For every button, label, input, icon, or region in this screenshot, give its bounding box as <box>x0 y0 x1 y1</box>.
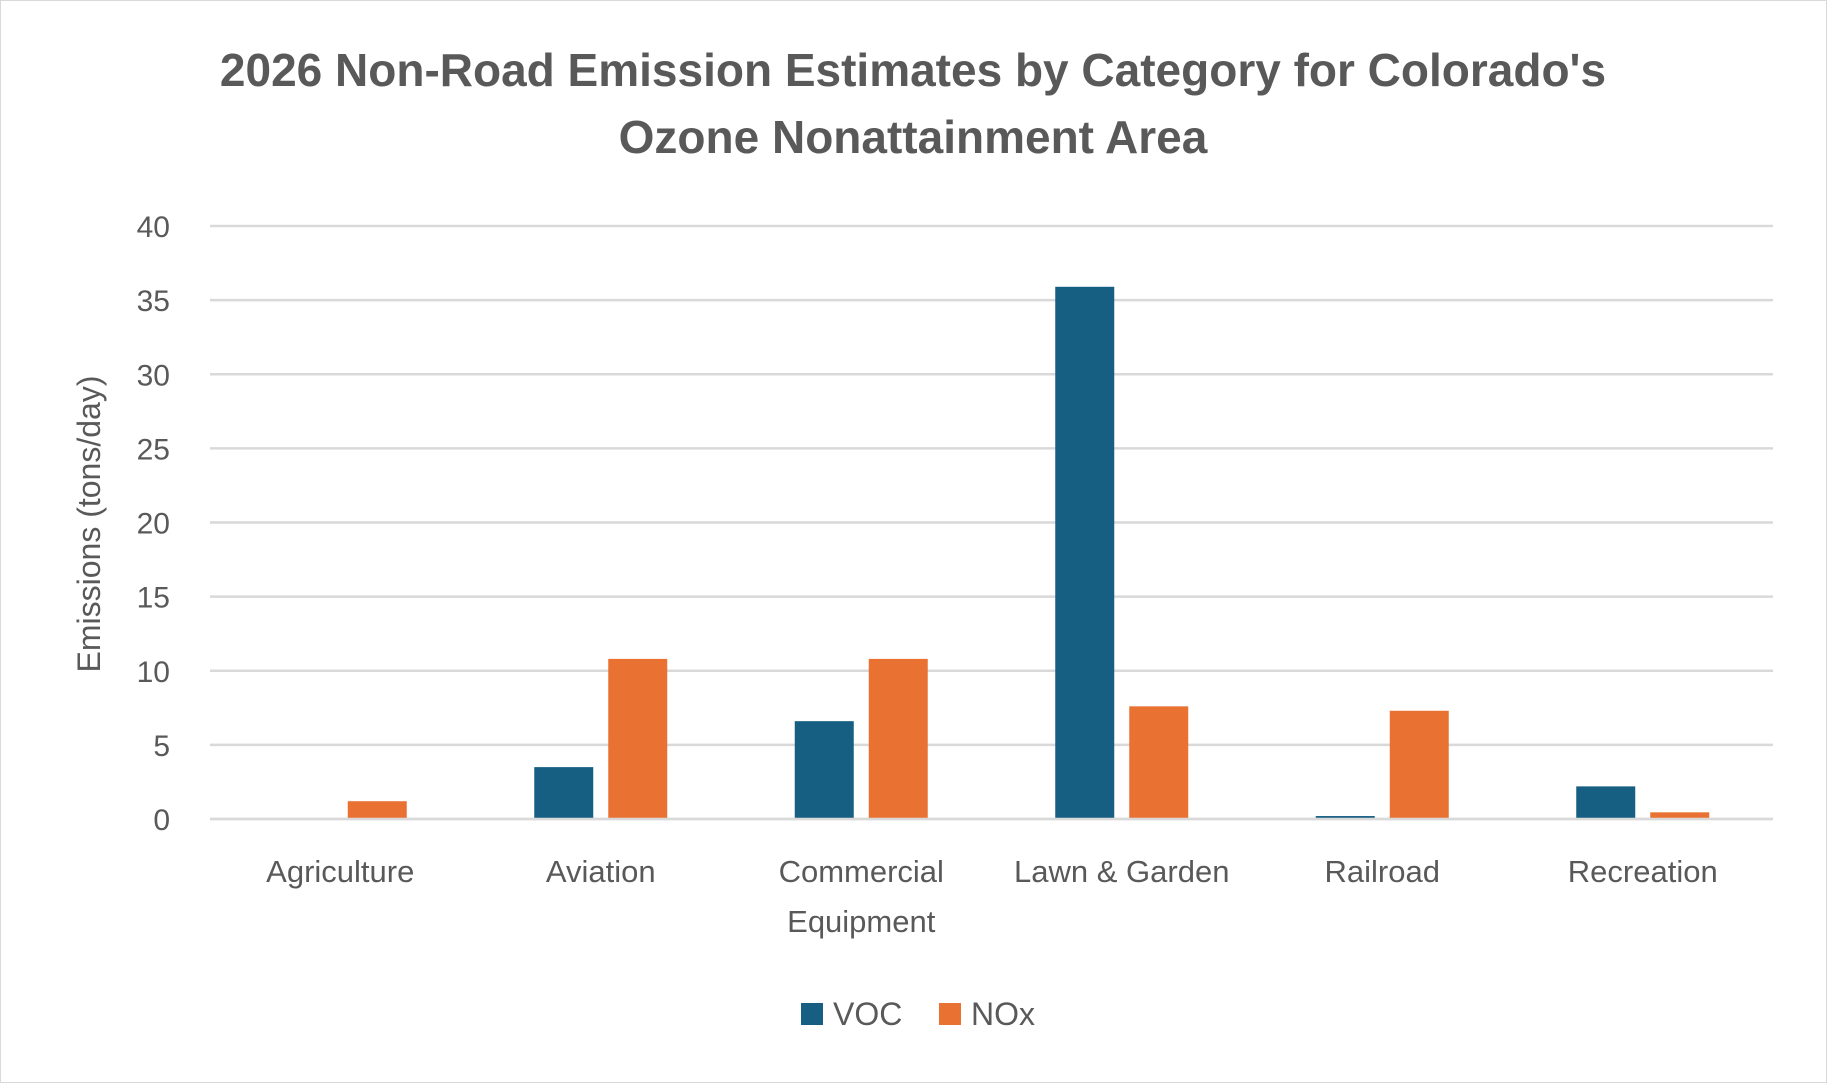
y-axis-label: Emissions (tons/day) <box>71 376 107 673</box>
x-tick-label: Aviation <box>546 854 656 889</box>
bar-nox <box>1389 710 1449 819</box>
bar-voc <box>1315 816 1375 819</box>
bar-voc <box>1055 286 1115 820</box>
bar-voc <box>1576 786 1636 819</box>
y-tick-label: 5 <box>153 730 170 763</box>
chart-title-line-1: 2026 Non-Road Emission Estimates by Cate… <box>220 44 1606 96</box>
bar-nox <box>608 658 668 819</box>
x-tick-label: Recreation <box>1568 854 1718 889</box>
chart-title-line-2: Ozone Nonattainment Area <box>619 111 1208 163</box>
y-tick-label: 15 <box>137 582 170 615</box>
bar-voc <box>794 721 854 819</box>
bar-nox <box>1129 706 1189 819</box>
x-tick-label: Agriculture <box>266 854 414 889</box>
legend-swatch <box>801 1003 823 1025</box>
bar-nox <box>868 658 928 819</box>
x-tick-label: Lawn & Garden <box>1014 854 1229 889</box>
y-tick-label: 40 <box>137 211 170 244</box>
y-tick-label: 10 <box>137 656 170 689</box>
legend-item-voc: VOC <box>801 996 902 1032</box>
y-tick-label: 35 <box>137 285 170 318</box>
legend-item-nox: NOx <box>939 996 1035 1032</box>
bar-nox <box>1650 812 1710 819</box>
bar-nox <box>347 801 407 819</box>
y-tick-label: 25 <box>137 433 170 466</box>
x-tick-label: Railroad <box>1325 854 1440 889</box>
x-tick-label: Commercial <box>779 854 944 889</box>
legend-label: VOC <box>833 996 902 1032</box>
bar-voc <box>534 767 594 819</box>
y-tick-label: 0 <box>153 804 170 837</box>
y-tick-label: 20 <box>137 508 170 541</box>
x-tick-label: Equipment <box>787 904 936 939</box>
y-tick-label: 30 <box>137 359 170 392</box>
legend-label: NOx <box>971 996 1035 1032</box>
legend-swatch <box>939 1003 961 1025</box>
